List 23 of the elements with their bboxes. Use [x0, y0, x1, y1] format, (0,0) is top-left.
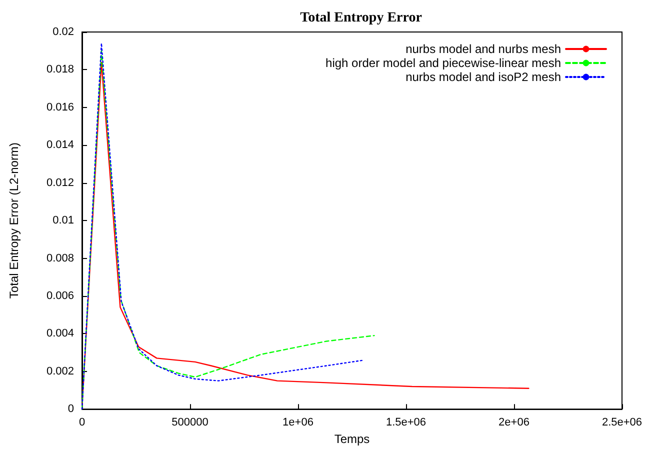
- legend-label: high order model and piecewise-linear mesh: [326, 56, 561, 70]
- y-tick-label: 0.014: [46, 139, 74, 152]
- x-tick-label: 2.5e+06: [602, 416, 642, 429]
- y-tick-label: 0.016: [46, 101, 74, 114]
- y-tick-label: 0: [68, 403, 74, 416]
- y-tick-label: 0.012: [46, 176, 74, 189]
- y-tick-label: 0.018: [46, 64, 74, 76]
- x-tick-label: 1e+06: [282, 416, 314, 429]
- legend-label: nurbs model and isoP2 mesh: [406, 70, 561, 84]
- y-tick-label: 0.004: [46, 328, 74, 340]
- y-tick-label: 0.01: [52, 214, 74, 227]
- x-tick-label: 2e+06: [498, 416, 530, 429]
- chart-title: Total Entropy Error: [300, 10, 422, 26]
- x-axis-title: Temps: [334, 432, 370, 446]
- x-tick-label: 0: [78, 416, 86, 429]
- legend-label: nurbs model and nurbs mesh: [406, 42, 561, 56]
- y-tick-label: 0.006: [46, 290, 74, 302]
- y-tick-label: 0.002: [46, 365, 74, 378]
- x-tick-label: 1.5e+06: [386, 416, 426, 429]
- y-tick-label: 0.02: [52, 26, 74, 38]
- x-tick-label: 500000: [172, 416, 208, 429]
- y-axis-title: Total Entropy Error (L2-norm): [7, 142, 21, 299]
- y-tick-label: 0.008: [46, 252, 74, 264]
